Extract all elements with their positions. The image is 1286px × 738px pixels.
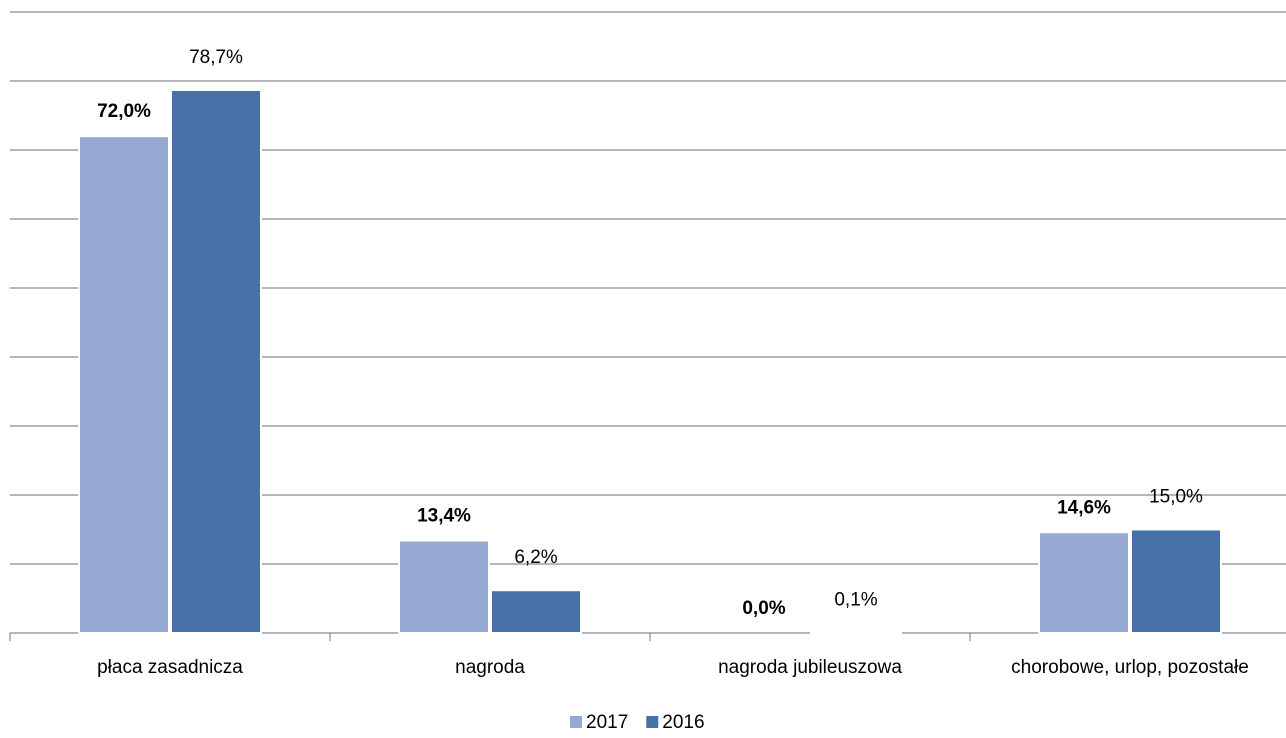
legend-label: 2017 [586, 712, 628, 733]
data-label: 0,0% [742, 598, 785, 619]
data-label: 14,6% [1057, 497, 1111, 518]
legend-swatch [570, 716, 582, 728]
bar [490, 589, 582, 634]
x-tick-label: chorobowe, urlop, pozostałe [1011, 657, 1249, 678]
x-tick-label: płaca zasadnicza [97, 657, 243, 678]
legend-label: 2016 [662, 712, 704, 733]
data-label: 15,0% [1149, 487, 1203, 508]
bar [1038, 531, 1130, 635]
bar [78, 135, 170, 634]
data-label: 13,4% [417, 506, 471, 527]
data-label: 72,0% [97, 101, 151, 122]
data-label: 0,1% [834, 589, 877, 610]
data-label: 6,2% [514, 547, 557, 568]
x-tick-label: nagroda jubileuszowa [718, 657, 902, 678]
bar [398, 539, 490, 634]
x-tick-label: nagroda [455, 657, 525, 678]
legend-swatch [646, 716, 659, 728]
bar [1130, 528, 1222, 634]
data-label: 78,7% [189, 47, 243, 68]
bar [810, 631, 902, 634]
bar [170, 88, 262, 635]
